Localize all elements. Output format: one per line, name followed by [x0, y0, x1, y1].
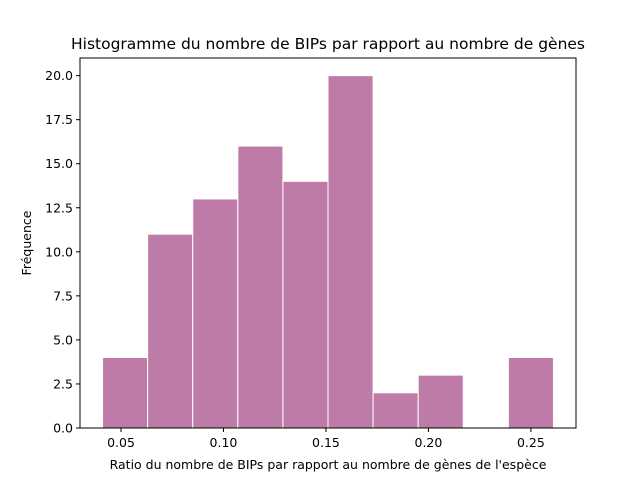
- y-tick-label: 0.0: [53, 421, 73, 436]
- histogram-bar-7: [372, 392, 419, 429]
- histogram-bar-6: [327, 75, 374, 429]
- bars-group: [102, 75, 554, 429]
- y-tick-label: 17.5: [45, 112, 73, 127]
- y-tick-label: 7.5: [53, 288, 73, 303]
- y-tick-label: 12.5: [45, 200, 73, 215]
- y-ticks-group: 0.0 2.5 5.0 7.5 10.0 12.5 15.0 17.5 20.0: [45, 68, 80, 436]
- y-axis-label: Fréquence: [19, 210, 34, 275]
- histogram-bar-8: [417, 374, 464, 429]
- chart-title: Histogramme du nombre de BIPs par rappor…: [71, 35, 585, 53]
- histogram-bar-5: [282, 180, 329, 429]
- x-ticks-group: 0.05 0.10 0.15 0.20 0.25: [107, 428, 545, 450]
- histogram-bar-1: [102, 357, 149, 429]
- x-tick-label: 0.25: [517, 435, 545, 450]
- plot-frame: [79, 57, 577, 429]
- histogram-bar-2: [147, 233, 194, 429]
- y-tick-label: 20.0: [45, 68, 73, 83]
- histogram-bar-4: [237, 145, 284, 429]
- x-tick-label: 0.10: [210, 435, 238, 450]
- histogram-bar-10: [507, 357, 554, 429]
- y-tick-label: 15.0: [45, 156, 73, 171]
- x-tick-label: 0.15: [312, 435, 340, 450]
- x-tick-label: 0.20: [415, 435, 443, 450]
- x-tick-label: 0.05: [107, 435, 135, 450]
- x-axis-label: Ratio du nombre de BIPs par rapport au n…: [110, 457, 547, 472]
- y-tick-label: 2.5: [53, 376, 73, 391]
- histogram-bar-3: [192, 198, 239, 429]
- y-tick-label: 10.0: [45, 244, 73, 259]
- y-tick-label: 5.0: [53, 332, 73, 347]
